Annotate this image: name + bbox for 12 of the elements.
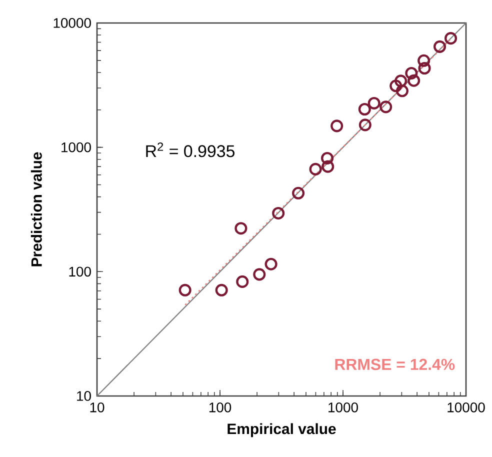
annotation: RRMSE = 12.4% xyxy=(335,358,455,370)
y-tick-label: 100 xyxy=(69,266,91,277)
x-tick-label: 1000 xyxy=(328,402,358,412)
x-tick-label: 10 xyxy=(90,402,104,412)
annotation: R$^{2}$ = 0.9935 xyxy=(146,142,234,158)
y-tick-label: 10000 xyxy=(54,18,91,28)
x-axis-title: Empirical value xyxy=(228,423,336,438)
x-tick-label: 100 xyxy=(209,402,232,412)
y-tick-label: 10 xyxy=(77,391,91,401)
y-tick-label: 1000 xyxy=(62,142,91,152)
y-axis-title: Prediction value xyxy=(30,152,42,266)
x-tick-label: 10000 xyxy=(448,402,485,412)
